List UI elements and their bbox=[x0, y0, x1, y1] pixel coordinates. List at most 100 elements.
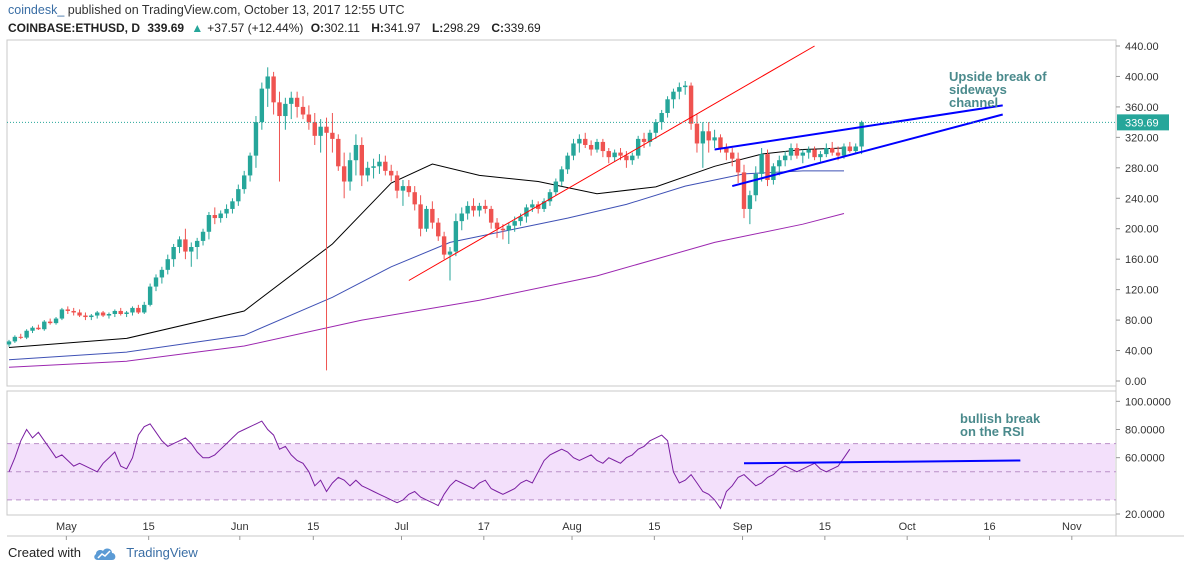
candle-body[interactable] bbox=[665, 99, 670, 113]
candle-body[interactable] bbox=[418, 204, 423, 229]
candle-body[interactable] bbox=[588, 144, 594, 150]
author-name[interactable]: coindesk_ bbox=[8, 3, 65, 17]
candle-body[interactable] bbox=[165, 259, 170, 270]
candle-body[interactable] bbox=[106, 314, 112, 316]
candle-body[interactable] bbox=[112, 310, 118, 314]
candle-body[interactable] bbox=[577, 138, 582, 144]
candle-body[interactable] bbox=[359, 144, 364, 176]
candle-body[interactable] bbox=[512, 221, 517, 226]
candle-body[interactable] bbox=[612, 152, 617, 158]
candle-body[interactable] bbox=[36, 327, 41, 330]
candle-body[interactable] bbox=[494, 222, 500, 229]
candle-body[interactable] bbox=[618, 152, 623, 156]
candle-body[interactable] bbox=[394, 175, 400, 191]
candle-body[interactable] bbox=[530, 204, 535, 208]
candle-body[interactable] bbox=[283, 103, 288, 117]
candle-body[interactable] bbox=[600, 141, 606, 152]
candle-body[interactable] bbox=[806, 149, 811, 153]
candle-body[interactable] bbox=[89, 315, 94, 318]
candle-body[interactable] bbox=[506, 225, 511, 231]
candle-body[interactable] bbox=[759, 154, 764, 174]
candle-body[interactable] bbox=[800, 152, 805, 156]
trendline-2[interactable] bbox=[731, 113, 1003, 188]
candle-body[interactable] bbox=[518, 216, 523, 222]
candle-body[interactable] bbox=[47, 321, 53, 324]
candle-body[interactable] bbox=[59, 309, 65, 319]
candle-body[interactable] bbox=[206, 215, 212, 232]
candle-body[interactable] bbox=[100, 312, 106, 316]
candle-body[interactable] bbox=[294, 97, 300, 107]
candle-body[interactable] bbox=[389, 170, 394, 176]
candle-body[interactable] bbox=[777, 160, 782, 167]
candle-body[interactable] bbox=[424, 208, 429, 229]
candle-body[interactable] bbox=[289, 97, 294, 104]
candle-body[interactable] bbox=[771, 166, 776, 180]
candle-body[interactable] bbox=[124, 312, 129, 314]
candle-body[interactable] bbox=[500, 228, 506, 231]
candle-body[interactable] bbox=[224, 208, 229, 214]
candle-body[interactable] bbox=[641, 138, 647, 142]
candle-body[interactable] bbox=[189, 247, 194, 252]
candle-body[interactable] bbox=[300, 106, 306, 115]
candle-body[interactable] bbox=[147, 286, 153, 305]
candle-body[interactable] bbox=[347, 160, 353, 182]
candle-body[interactable] bbox=[383, 161, 388, 171]
candle-body[interactable] bbox=[6, 341, 12, 345]
candle-body[interactable] bbox=[583, 138, 588, 145]
candle-body[interactable] bbox=[406, 186, 412, 193]
candle-body[interactable] bbox=[324, 126, 329, 133]
candle-body[interactable] bbox=[312, 122, 317, 136]
candle-body[interactable] bbox=[230, 201, 235, 209]
candle-body[interactable] bbox=[400, 186, 406, 191]
candle-body[interactable] bbox=[377, 161, 382, 167]
candle-body[interactable] bbox=[306, 114, 312, 123]
candle-body[interactable] bbox=[824, 148, 829, 155]
price-pane[interactable] bbox=[6, 39, 1117, 387]
candle-body[interactable] bbox=[412, 192, 417, 205]
trendline-0[interactable] bbox=[408, 45, 815, 281]
candle-body[interactable] bbox=[559, 169, 564, 182]
candle-body[interactable] bbox=[212, 215, 217, 219]
candle-body[interactable] bbox=[436, 222, 441, 237]
candle-body[interactable] bbox=[536, 204, 541, 209]
candle-body[interactable] bbox=[647, 132, 653, 142]
candle-body[interactable] bbox=[453, 221, 459, 252]
candle-body[interactable] bbox=[95, 312, 100, 316]
candle-body[interactable] bbox=[818, 154, 823, 158]
candle-body[interactable] bbox=[159, 269, 165, 278]
candle-body[interactable] bbox=[30, 327, 35, 331]
candle-body[interactable] bbox=[835, 152, 841, 156]
candle-body[interactable] bbox=[483, 205, 488, 209]
candle-body[interactable] bbox=[77, 312, 82, 316]
candle-body[interactable] bbox=[318, 126, 323, 136]
candle-body[interactable] bbox=[471, 205, 476, 211]
candle-body[interactable] bbox=[24, 330, 29, 338]
candle-body[interactable] bbox=[259, 88, 265, 123]
candle-body[interactable] bbox=[18, 336, 23, 338]
candle-body[interactable] bbox=[242, 175, 247, 190]
candle-body[interactable] bbox=[688, 85, 694, 124]
candle-body[interactable] bbox=[488, 208, 494, 223]
candle-body[interactable] bbox=[853, 146, 858, 152]
candle-body[interactable] bbox=[635, 138, 641, 156]
candle-body[interactable] bbox=[353, 144, 359, 161]
candle-body[interactable] bbox=[718, 137, 723, 149]
candle-body[interactable] bbox=[659, 113, 664, 123]
candle-body[interactable] bbox=[606, 151, 611, 158]
candle-body[interactable] bbox=[477, 205, 482, 211]
candle-body[interactable] bbox=[571, 143, 576, 156]
candle-body[interactable] bbox=[700, 131, 706, 144]
candle-body[interactable] bbox=[218, 213, 223, 219]
candle-body[interactable] bbox=[735, 158, 741, 173]
candle-body[interactable] bbox=[841, 146, 847, 156]
candle-body[interactable] bbox=[365, 167, 370, 176]
candle-body[interactable] bbox=[730, 152, 735, 159]
candle-body[interactable] bbox=[341, 166, 347, 182]
candle-body[interactable] bbox=[553, 181, 559, 193]
candle-body[interactable] bbox=[142, 304, 147, 313]
rsi-trendline[interactable] bbox=[743, 459, 1021, 465]
candle-body[interactable] bbox=[465, 205, 470, 214]
candle-body[interactable] bbox=[183, 239, 188, 252]
candle-body[interactable] bbox=[782, 155, 788, 161]
candle-body[interactable] bbox=[118, 310, 123, 314]
